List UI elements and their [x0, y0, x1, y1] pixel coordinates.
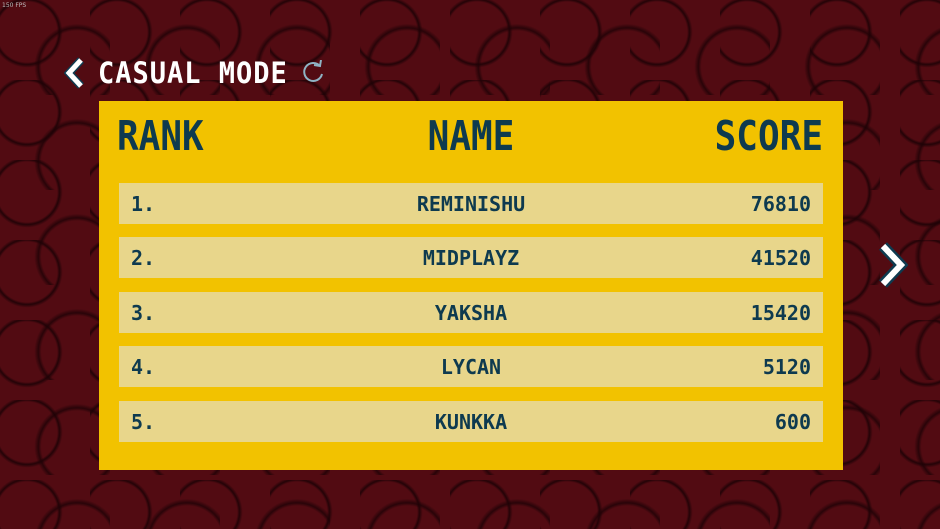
column-header-name: NAME	[427, 113, 515, 161]
column-header-rank: RANK	[117, 113, 204, 161]
rank: 5.	[131, 410, 156, 434]
refresh-icon[interactable]	[300, 60, 326, 86]
player-name: MIDPLAYZ	[422, 246, 520, 270]
rank: 4.	[131, 355, 156, 379]
player-name: LYCAN	[440, 355, 502, 379]
mode-title: CASUAL MODE	[98, 55, 288, 91]
rank: 2.	[131, 246, 156, 270]
leaderboard-row: 5. KUNKKA 600	[119, 401, 823, 442]
fps-counter: 150 FPS	[2, 2, 27, 9]
leaderboard-row: 3. YAKSHA 15420	[119, 292, 823, 333]
score: 5120	[762, 355, 811, 379]
player-name: KUNKKA	[434, 410, 508, 434]
chevron-left-icon[interactable]	[64, 56, 86, 90]
leaderboard-row: 2. MIDPLAYZ 41520	[119, 237, 823, 278]
top-bar: CASUAL MODE	[64, 56, 326, 90]
player-name: YAKSHA	[434, 301, 508, 325]
rank: 3.	[131, 301, 156, 325]
leaderboard-panel: RANK NAME SCORE 1. REMINISHU 76810 2. MI…	[99, 101, 843, 470]
chevron-right-icon[interactable]	[876, 240, 908, 290]
leaderboard-row: 1. REMINISHU 76810	[119, 183, 823, 224]
column-header-score: SCORE	[714, 113, 823, 161]
player-name: REMINISHU	[416, 192, 526, 216]
score: 76810	[750, 192, 811, 216]
rank: 1.	[131, 192, 156, 216]
leaderboard-row: 4. LYCAN 5120	[119, 346, 823, 387]
score: 15420	[750, 301, 811, 325]
score: 600	[774, 410, 811, 434]
score: 41520	[750, 246, 811, 270]
